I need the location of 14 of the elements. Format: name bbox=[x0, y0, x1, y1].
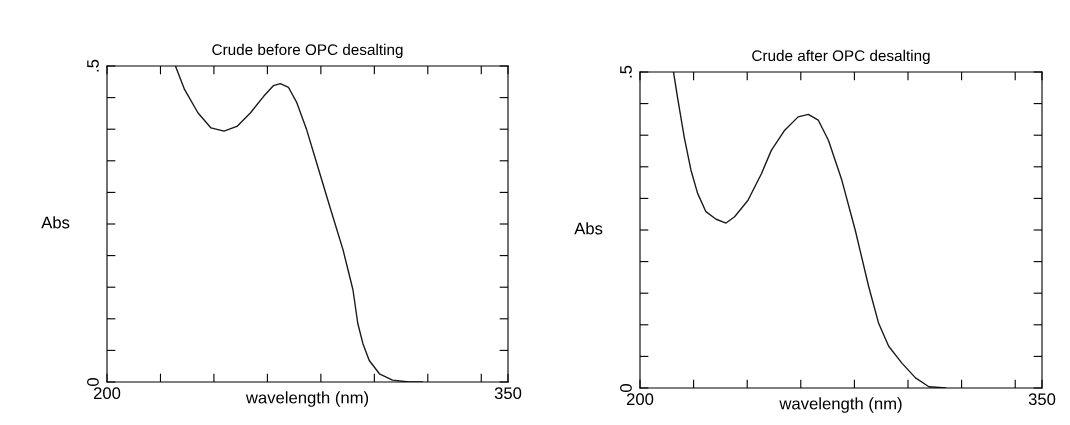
x-axis-title: wavelength (nm) bbox=[779, 397, 902, 413]
x-tick-label: 350 bbox=[1028, 393, 1056, 406]
x-tick-label: 200 bbox=[626, 393, 654, 406]
y-tick-label: .5 bbox=[87, 59, 99, 72]
x-tick-label: 200 bbox=[93, 387, 121, 400]
y-tick-label: 0 bbox=[620, 384, 632, 392]
y-axis-title: Abs bbox=[574, 222, 603, 235]
chart-title: Crude after OPC desalting bbox=[752, 49, 930, 65]
y-axis-title: Abs bbox=[41, 216, 70, 229]
x-tick-label: 350 bbox=[494, 387, 522, 400]
y-tick-label: 0 bbox=[87, 378, 99, 386]
chart-title: Crude before OPC desalting bbox=[212, 43, 403, 59]
x-axis-title: wavelength (nm) bbox=[245, 391, 369, 407]
y-tick-label: .5 bbox=[620, 65, 632, 78]
